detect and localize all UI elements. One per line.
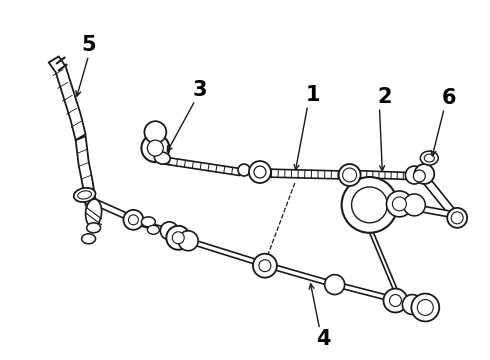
Polygon shape [332,281,395,302]
Circle shape [253,254,277,278]
Circle shape [390,294,401,306]
Polygon shape [75,136,96,205]
Polygon shape [94,199,132,221]
Circle shape [249,161,271,183]
Ellipse shape [86,199,101,227]
Circle shape [384,289,407,312]
Circle shape [405,166,423,184]
Circle shape [352,187,388,223]
Polygon shape [49,57,86,140]
Ellipse shape [78,191,92,199]
Ellipse shape [147,225,159,234]
Ellipse shape [424,154,434,162]
Ellipse shape [82,234,96,244]
Ellipse shape [142,217,155,227]
Polygon shape [265,169,344,179]
Polygon shape [261,261,335,287]
Circle shape [142,134,169,162]
Ellipse shape [74,188,96,202]
Circle shape [123,210,144,230]
Text: 6: 6 [442,88,457,108]
Polygon shape [421,175,457,217]
Polygon shape [354,171,410,180]
Circle shape [145,121,166,143]
Circle shape [392,197,406,211]
Circle shape [254,166,266,178]
Circle shape [178,231,198,251]
Circle shape [342,177,397,233]
Circle shape [414,170,425,182]
Text: 5: 5 [81,35,96,54]
Polygon shape [399,202,455,218]
Circle shape [325,275,344,294]
Circle shape [412,293,439,321]
Circle shape [166,226,190,250]
Text: 4: 4 [317,329,331,350]
Text: 2: 2 [377,87,392,107]
Polygon shape [185,237,266,267]
Circle shape [238,164,250,176]
Circle shape [172,232,184,244]
Circle shape [402,294,422,315]
Circle shape [387,191,413,217]
Polygon shape [130,219,166,232]
Ellipse shape [420,151,438,165]
Circle shape [147,140,163,156]
Circle shape [403,194,425,216]
Circle shape [451,212,463,224]
Polygon shape [161,157,241,175]
Ellipse shape [87,223,100,233]
Text: 3: 3 [193,80,207,100]
Circle shape [415,164,434,184]
Circle shape [447,208,467,228]
Circle shape [160,222,178,240]
Circle shape [259,260,271,272]
Circle shape [417,300,433,315]
Circle shape [128,215,138,225]
Circle shape [339,164,361,186]
Circle shape [343,168,357,182]
Ellipse shape [154,152,170,164]
Text: 1: 1 [305,85,320,105]
